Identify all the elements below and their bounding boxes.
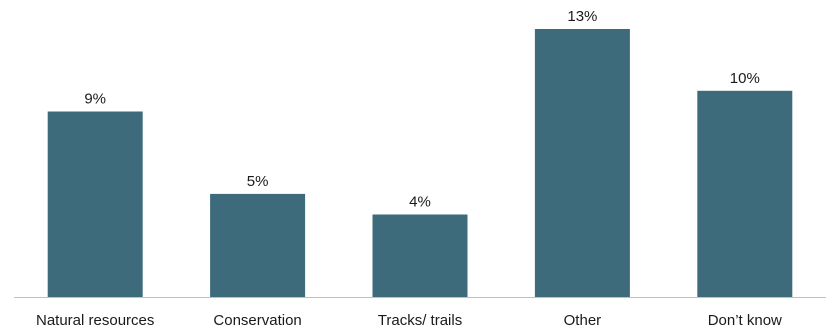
data-label-4: 10% bbox=[730, 70, 760, 87]
bar-3 bbox=[534, 29, 630, 297]
value-labels-group: 9% 5% 4% 13% 10% bbox=[84, 8, 759, 211]
data-label-2: 4% bbox=[409, 194, 431, 211]
x-tick-label-2: Tracks/ trails bbox=[378, 312, 462, 328]
bar-0 bbox=[47, 111, 143, 297]
bars-group bbox=[47, 29, 793, 297]
x-tick-label-4: Don’t know bbox=[708, 312, 782, 328]
data-label-1: 5% bbox=[247, 173, 269, 190]
data-label-3: 13% bbox=[567, 8, 597, 25]
bar-4 bbox=[697, 90, 793, 297]
x-tick-labels-group: Natural resources Conservation Tracks/ tra… bbox=[36, 312, 782, 329]
bar-2 bbox=[372, 214, 468, 297]
data-label-0: 9% bbox=[84, 91, 106, 108]
x-tick-label-1: Conservation bbox=[213, 312, 301, 328]
x-tick-label-3: Other bbox=[564, 312, 602, 328]
x-tick-label-0: Natural resources bbox=[36, 312, 154, 328]
bar-1 bbox=[210, 193, 306, 297]
